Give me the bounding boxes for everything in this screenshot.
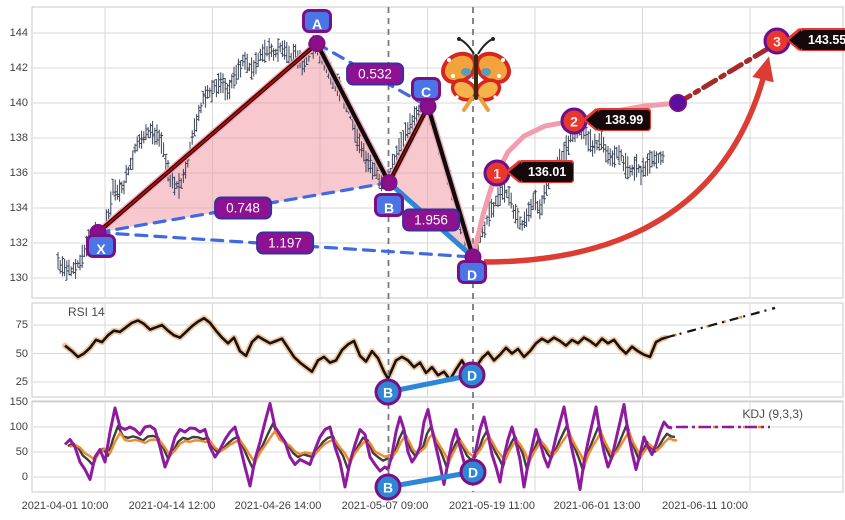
kdj-marker-d[interactable]: D	[459, 458, 487, 486]
target-3-circle[interactable]: 3	[763, 27, 791, 55]
main-y-tick: 134	[9, 202, 28, 214]
pattern-point-c-badge[interactable]: C	[411, 77, 441, 101]
x-axis-tick: 2021-06-01 13:00	[553, 500, 641, 512]
kdj-y-tick: 150	[9, 396, 28, 408]
pattern-point-x-badge[interactable]: X	[86, 234, 116, 258]
main-y-tick: 132	[9, 237, 28, 249]
pattern-point-a-badge[interactable]: A	[302, 9, 332, 33]
x-axis-tick: 2021-05-19 11:00	[448, 500, 536, 512]
pattern-point-d-badge[interactable]: D	[457, 260, 487, 284]
main-y-tick: 140	[9, 97, 28, 109]
ratio-label-xd[interactable]: 1.197	[256, 231, 314, 255]
main-y-tick: 130	[9, 272, 28, 284]
tag-arrow-icon	[789, 30, 801, 50]
ratio-label-bd[interactable]: 1.956	[402, 208, 460, 232]
main-y-tick: 136	[9, 167, 28, 179]
main-y-tick: 142	[9, 62, 28, 74]
target-2-price-tag: 138.99	[586, 110, 651, 130]
rsi-y-tick: 50	[15, 347, 28, 360]
rsi-panel-title: RSI 14	[68, 305, 105, 319]
target-2-circle[interactable]: 2	[560, 107, 588, 135]
target-3-price-tag: 143.55	[789, 30, 845, 50]
kdj-marker-b[interactable]: B	[374, 473, 402, 501]
x-axis-tick: 2021-05-07 09:00	[341, 500, 429, 512]
target-1-price-tag: 136.01	[509, 162, 574, 182]
rsi-marker-d[interactable]: D	[458, 361, 486, 389]
x-axis-tick: 2021-04-01 10:00	[21, 500, 109, 512]
rsi-y-tick: 25	[15, 376, 28, 388]
ratio-label-xb[interactable]: 0.748	[214, 196, 272, 220]
x-axis-tick: 2021-04-26 14:00	[234, 500, 322, 512]
tag-arrow-icon	[586, 110, 598, 130]
rsi-marker-b[interactable]: B	[374, 378, 402, 406]
target-1-circle[interactable]: 1	[483, 159, 511, 187]
kdj-panel-title: KDJ (9,3,3)	[742, 407, 803, 421]
rsi-y-tick: 75	[15, 319, 28, 331]
main-y-tick: 138	[9, 132, 28, 144]
kdj-y-tick: 0	[21, 471, 28, 483]
tag-arrow-icon	[509, 162, 521, 182]
kdj-y-tick: 50	[15, 446, 28, 458]
ratio-label-ac[interactable]: 0.532	[346, 62, 404, 86]
pattern-point-b-badge[interactable]: B	[374, 193, 404, 217]
butterfly-icon	[441, 37, 511, 112]
main-y-tick: 144	[9, 27, 28, 39]
x-axis-tick: 2021-06-11 10:00	[661, 500, 749, 512]
kdj-y-tick: 100	[9, 421, 28, 433]
x-axis-tick: 2021-04-14 12:00	[128, 500, 216, 512]
